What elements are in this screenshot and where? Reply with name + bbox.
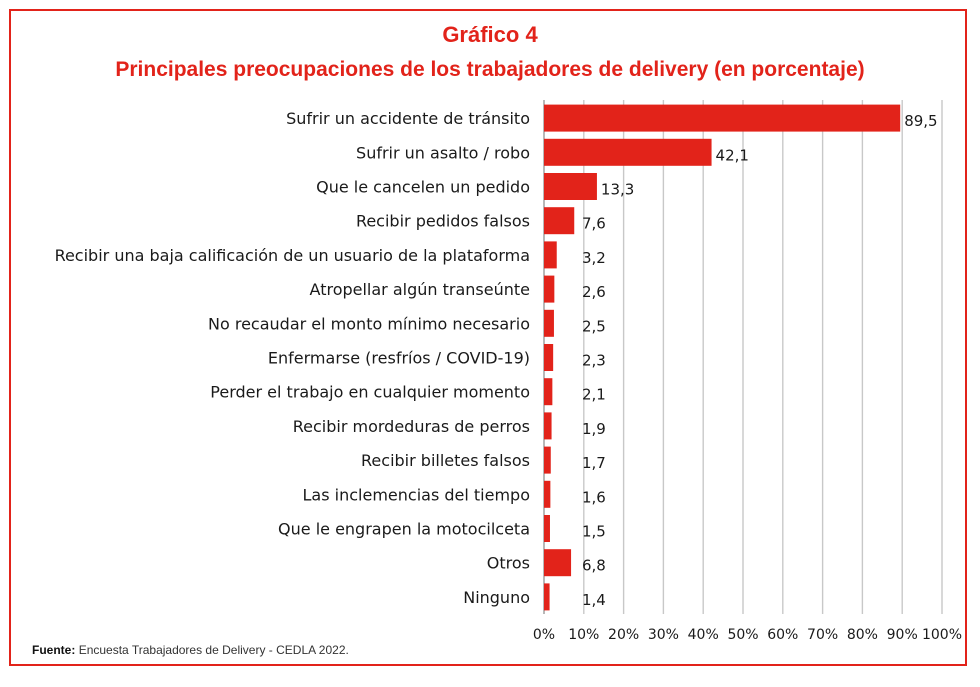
bar	[544, 173, 597, 200]
value-label: 1,9	[582, 420, 606, 438]
x-tick-label: 100%	[922, 627, 962, 643]
value-label: 7,6	[582, 215, 606, 233]
category-label: Recibir pedidos falsos	[356, 212, 530, 231]
bar	[544, 412, 552, 440]
value-label: 1,4	[582, 591, 606, 609]
value-label: 3,2	[582, 249, 606, 267]
category-label: Ninguno	[463, 588, 530, 607]
bar	[544, 241, 557, 269]
value-label: 6,8	[582, 557, 606, 575]
bar	[544, 446, 551, 474]
x-tick-label: 10%	[568, 627, 599, 643]
value-label: 42,1	[716, 146, 749, 164]
bar	[544, 515, 550, 542]
category-label: Sufrir un accidente de tránsito	[286, 109, 530, 128]
category-label: Recibir mordeduras de perros	[293, 417, 530, 436]
x-tick-label: 60%	[767, 627, 798, 643]
bar	[544, 480, 551, 508]
x-tick-label: 70%	[807, 627, 838, 643]
category-label: Otros	[487, 554, 530, 573]
value-label: 2,1	[582, 386, 606, 404]
bar	[544, 138, 712, 166]
value-label: 1,5	[582, 523, 606, 541]
bar	[544, 104, 901, 132]
x-tick-label: 40%	[688, 627, 719, 643]
value-label: 2,6	[582, 283, 606, 301]
value-label: 13,3	[601, 181, 634, 199]
category-label: Recibir una baja calificación de un usua…	[55, 246, 530, 265]
source-label: Fuente:	[32, 643, 76, 657]
category-label: Recibir billetes falsos	[361, 451, 530, 470]
chart-title: Gráfico 4	[442, 22, 538, 47]
x-tick-label: 30%	[648, 627, 679, 643]
category-label: Las inclemencias del tiempo	[303, 485, 530, 504]
bar	[544, 344, 554, 371]
category-label: Que le engrapen la motocilceta	[278, 520, 530, 539]
bar	[544, 583, 550, 611]
category-label: Atropellar algún transeúnte	[310, 280, 530, 299]
bar	[544, 309, 554, 337]
x-tick-label: 90%	[887, 627, 918, 643]
x-tick-label: 20%	[608, 627, 639, 643]
category-label: No recaudar el monto mínimo necesario	[208, 314, 530, 333]
source-note: Fuente: Encuesta Trabajadores de Deliver…	[32, 643, 349, 657]
value-label: 2,3	[582, 352, 606, 370]
category-label: Sufrir un asalto / robo	[356, 143, 530, 162]
bar	[544, 207, 575, 235]
value-label: 1,7	[582, 454, 606, 472]
source-text: Encuesta Trabajadores de Delivery - CEDL…	[78, 643, 349, 657]
value-label: 1,6	[582, 488, 606, 506]
chart-subtitle: Principales preocupaciones de los trabaj…	[115, 58, 865, 81]
value-label: 2,5	[582, 317, 606, 335]
category-label: Que le cancelen un pedido	[316, 178, 530, 197]
value-label: 89,5	[904, 112, 937, 130]
x-tick-label: 0%	[533, 627, 555, 643]
category-label: Perder el trabajo en cualquier momento	[210, 383, 530, 402]
x-tick-label: 50%	[727, 627, 758, 643]
x-tick-label: 80%	[847, 627, 878, 643]
bar	[544, 275, 555, 303]
bar	[544, 378, 553, 406]
bar	[544, 549, 572, 577]
category-label: Enfermarse (resfríos / COVID-19)	[268, 349, 530, 368]
